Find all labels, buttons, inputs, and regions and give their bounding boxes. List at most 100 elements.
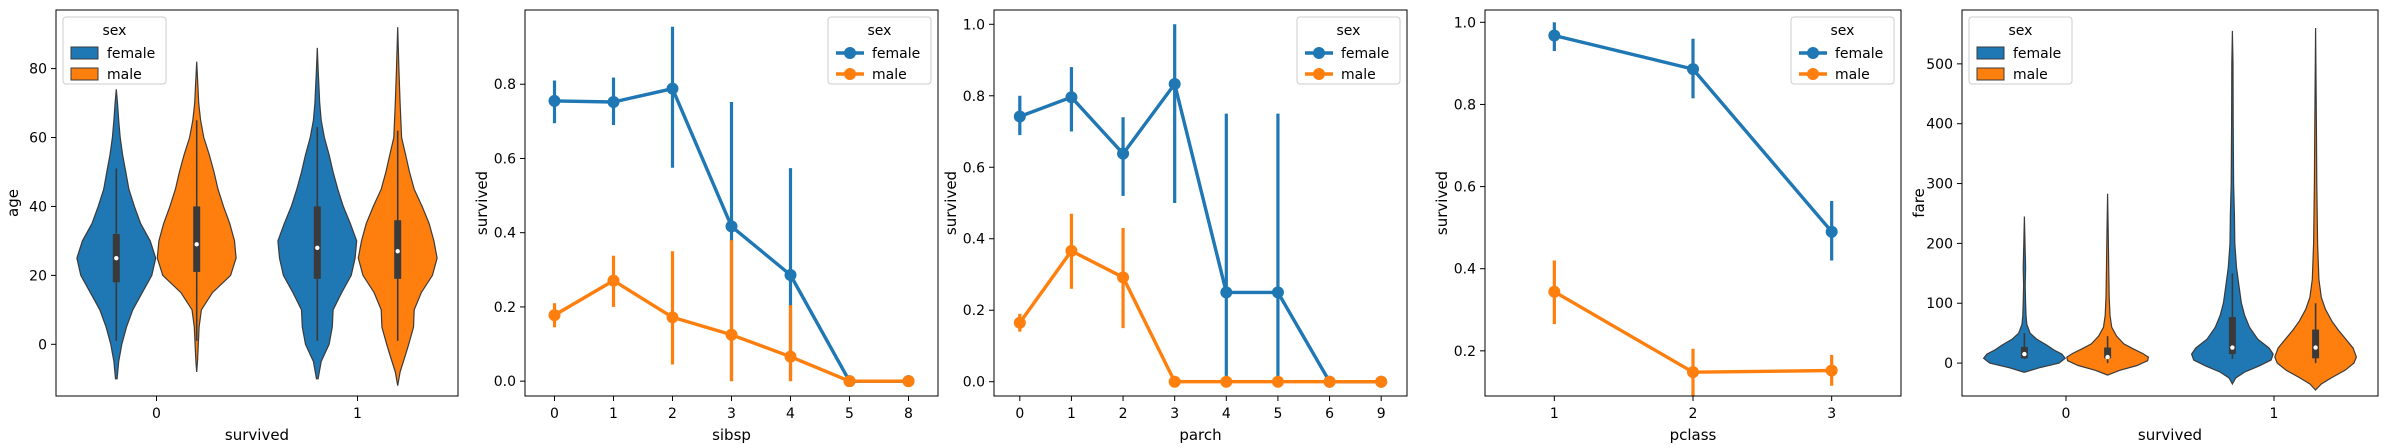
plot-area <box>1982 27 2358 391</box>
x-tick-label: 1 <box>1067 406 1076 422</box>
legend-swatch-female <box>1976 46 2005 60</box>
legend-label-male: male <box>1341 67 1376 83</box>
x-tick-label: 4 <box>1222 406 1231 422</box>
data-point-female <box>1220 286 1233 299</box>
legend-title: sex <box>1831 23 1855 39</box>
y-tick-label: 0.4 <box>494 226 516 242</box>
legend-box <box>1968 16 2073 85</box>
data-point-male <box>1065 244 1078 257</box>
legend-label-female: female <box>1835 46 1883 62</box>
x-tick-label: 0 <box>1015 406 1024 422</box>
legend-box <box>62 16 167 85</box>
legend-title: sex <box>1337 23 1361 39</box>
data-point-male <box>548 309 561 322</box>
y-tick-label: 0.8 <box>494 77 516 93</box>
data-point-male <box>843 375 856 388</box>
x-tick-label: 3 <box>1170 406 1179 422</box>
x-tick-label: 3 <box>727 406 736 422</box>
legend-label-male: male <box>2013 67 2048 83</box>
violin-iqr-box <box>2104 347 2112 359</box>
x-axis-label: sibsp <box>712 426 751 444</box>
x-axis-label: survived <box>225 426 289 444</box>
legend-marker-female <box>1807 47 1819 59</box>
legend-marker-female <box>1313 47 1325 59</box>
data-point-male <box>725 328 738 341</box>
violin-median-dot <box>2105 354 2110 360</box>
subplot-4: 0.2 0.4 0.6 0.8 1.0 1 2 3 pclass survived sex femal… <box>1433 9 1902 444</box>
subplot-2: 0.0 0.2 0.4 0.6 0.8 0 1 2 3 4 5 8 sibsp survived sex fe… <box>473 9 939 444</box>
x-tick-label: 1 <box>1550 406 1559 422</box>
legend-swatch-male <box>70 67 99 81</box>
x-tick-label: 1 <box>609 406 618 422</box>
legend-label-female: female <box>107 46 155 62</box>
legend-box <box>1296 16 1401 85</box>
data-point-female <box>1687 63 1699 76</box>
data-point-female <box>607 96 620 109</box>
data-point-female <box>1013 110 1026 123</box>
plot-area <box>76 27 438 386</box>
x-tick-label: 1 <box>2270 406 2279 422</box>
data-point-female <box>1825 225 1838 238</box>
data-point-female <box>784 269 797 282</box>
y-tick-label: 1.0 <box>1454 15 1476 31</box>
x-tick-label: 2 <box>1689 406 1698 422</box>
data-point-female <box>548 94 561 107</box>
y-tick-label: 40 <box>29 199 47 215</box>
subplot-5: 0 100 200 300 400 500 0 1 survived fare sex female m… <box>1910 9 2379 444</box>
series-line-male <box>1018 249 1382 384</box>
axes-frame <box>993 9 1408 397</box>
data-point-female <box>725 220 738 233</box>
legend-marker-male <box>1807 68 1819 80</box>
y-tick-label: 80 <box>29 62 47 78</box>
y-tick-label: 0.6 <box>494 151 516 167</box>
data-point-male <box>1168 375 1181 388</box>
plot-area <box>1013 24 1388 388</box>
legend-label-male: male <box>107 67 142 83</box>
x-tick-label: 3 <box>1827 406 1836 422</box>
data-point-female <box>1117 147 1130 160</box>
x-tick-label: 5 <box>845 406 854 422</box>
y-tick-label: 0.8 <box>1454 97 1476 113</box>
subplot-3: 0.0 0.2 0.4 0.6 0.8 1.0 0 1 2 3 4 5 6 9 parch survived s… <box>942 9 1408 444</box>
violin-iqr-box <box>2312 329 2320 359</box>
y-tick-label: 0 <box>38 337 47 353</box>
x-tick-label: 2 <box>1119 406 1128 422</box>
series-line-female <box>1019 82 1382 384</box>
y-axis-label: survived <box>1433 171 1451 235</box>
violin-median-dot <box>114 255 119 261</box>
violin-body-female <box>1982 216 2067 373</box>
x-tick-label: 0 <box>2062 406 2071 422</box>
data-point-male <box>607 274 620 287</box>
data-point-female <box>1271 286 1284 299</box>
x-tick-label: 4 <box>786 406 795 422</box>
legend-title: sex <box>2009 23 2033 39</box>
axes-frame <box>524 9 939 397</box>
data-point-male <box>1548 285 1561 298</box>
y-axis-label: survived <box>473 171 491 235</box>
x-tick-label: 1 <box>353 406 362 422</box>
y-tick-label: 0.0 <box>494 374 516 390</box>
y-tick-label: 0.2 <box>494 300 516 316</box>
data-point-female <box>1065 91 1078 104</box>
axes-frame <box>1484 9 1902 397</box>
y-tick-label: 300 <box>1926 177 1953 193</box>
y-axis-label: fare <box>1910 188 1928 218</box>
legend-box <box>827 16 932 85</box>
data-point-male <box>902 375 915 388</box>
legend-title: sex <box>103 23 127 39</box>
data-point-male <box>1687 366 1699 379</box>
legend: sex female male <box>62 16 167 85</box>
y-tick-label: 1.0 <box>963 17 985 33</box>
violin-median-dot <box>2230 345 2235 350</box>
legend-marker-female <box>844 47 856 59</box>
y-tick-label: 0 <box>1944 356 1953 372</box>
y-tick-label: 0.2 <box>963 303 985 319</box>
violin-iqr-box <box>193 206 201 272</box>
legend-label-female: female <box>2013 46 2061 62</box>
x-tick-label: 6 <box>1325 406 1334 422</box>
legend-swatch-male <box>1976 67 2005 81</box>
legend-marker-male <box>1313 68 1325 80</box>
legend-label-male: male <box>1835 67 1870 83</box>
data-point-male <box>1117 271 1130 284</box>
